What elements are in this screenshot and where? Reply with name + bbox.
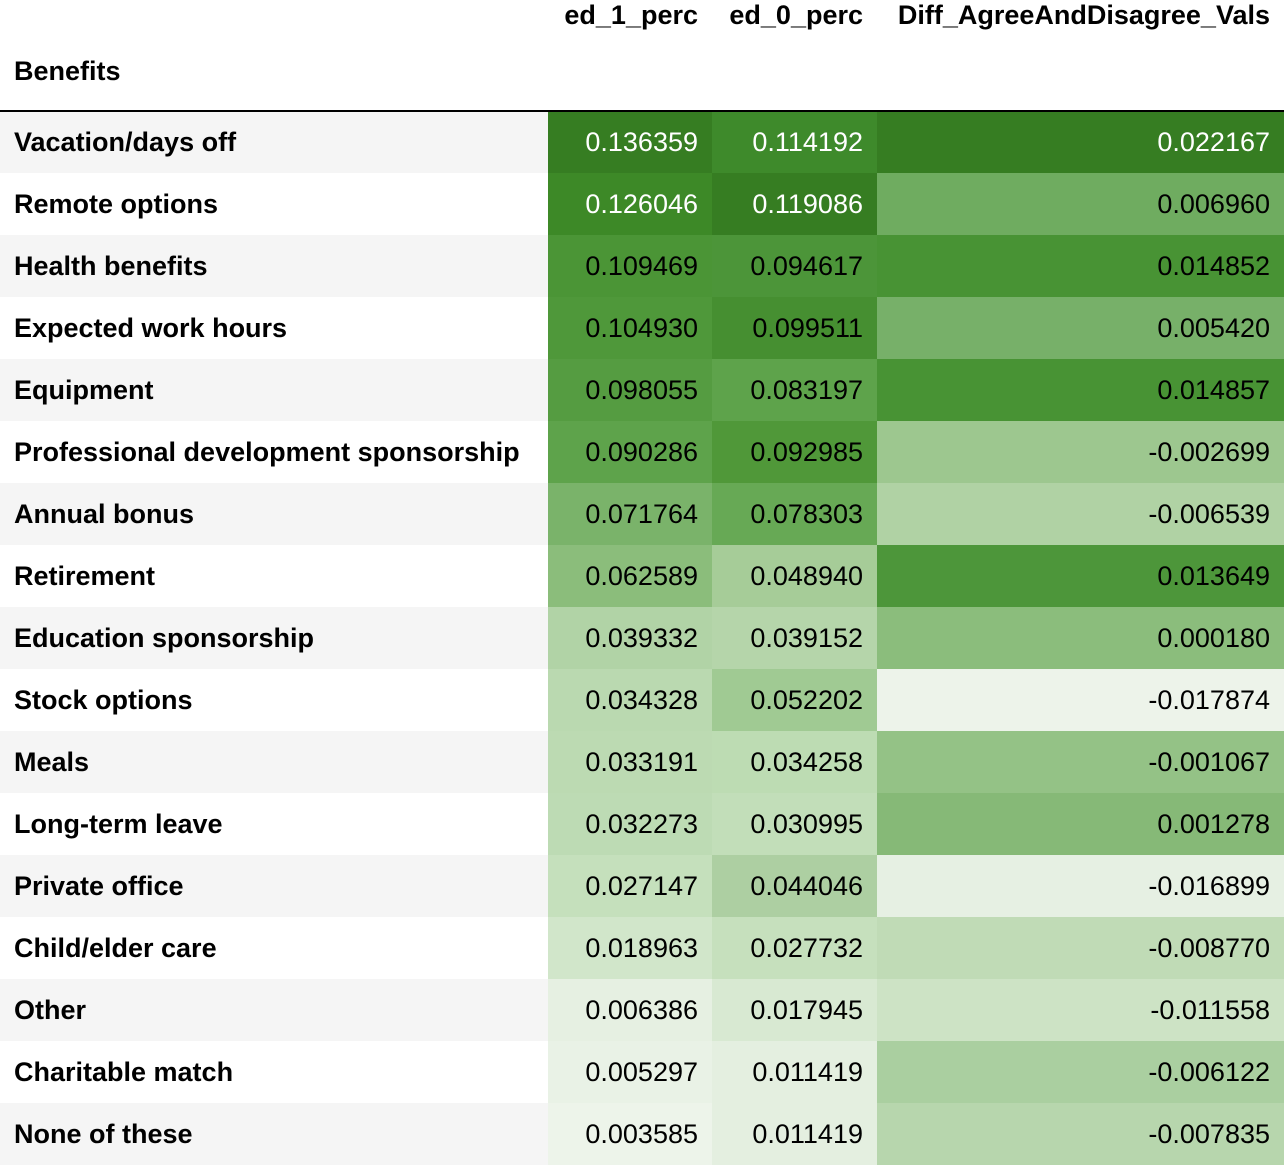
index-header-row: Benefits bbox=[0, 38, 1284, 112]
row-label: Child/elder care bbox=[0, 917, 548, 979]
row-label: Health benefits bbox=[0, 235, 548, 297]
cell-ed-1-perc: 0.034328 bbox=[548, 669, 712, 731]
table-row: Other 0.006386 0.017945 -0.011558 bbox=[0, 979, 1284, 1041]
table-row: Charitable match 0.005297 0.011419 -0.00612… bbox=[0, 1041, 1284, 1103]
table-row: Annual bonus 0.071764 0.078303 -0.006539 bbox=[0, 483, 1284, 545]
row-label: Meals bbox=[0, 731, 548, 793]
cell-diff: -0.008770 bbox=[877, 917, 1284, 979]
cell-diff: -0.006539 bbox=[877, 483, 1284, 545]
row-label: Private office bbox=[0, 855, 548, 917]
cell-ed-1-perc: 0.136359 bbox=[548, 111, 712, 173]
column-header-ed-0-perc: ed_0_perc bbox=[729, 0, 863, 30]
cell-ed-1-perc: 0.027147 bbox=[548, 855, 712, 917]
cell-ed-0-perc: 0.044046 bbox=[712, 855, 877, 917]
cell-ed-0-perc: 0.017945 bbox=[712, 979, 877, 1041]
row-label: Equipment bbox=[0, 359, 548, 421]
row-label: Remote options bbox=[0, 173, 548, 235]
cell-diff: 0.006960 bbox=[877, 173, 1284, 235]
row-label: Other bbox=[0, 979, 548, 1041]
row-label: Charitable match bbox=[0, 1041, 548, 1103]
cell-diff: -0.006122 bbox=[877, 1041, 1284, 1103]
cell-ed-1-perc: 0.006386 bbox=[548, 979, 712, 1041]
table-row: Child/elder care 0.018963 0.027732 -0.00877… bbox=[0, 917, 1284, 979]
row-label: Vacation/days off bbox=[0, 111, 548, 173]
cell-ed-1-perc: 0.039332 bbox=[548, 607, 712, 669]
cell-ed-0-perc: 0.092985 bbox=[712, 421, 877, 483]
blank-header-cell bbox=[548, 38, 712, 112]
cell-diff: -0.001067 bbox=[877, 731, 1284, 793]
table-row: Long-term leave 0.032273 0.030995 0.001278 bbox=[0, 793, 1284, 855]
cell-ed-0-perc: 0.011419 bbox=[712, 1103, 877, 1165]
table-row: Vacation/days off 0.136359 0.114192 0.02216… bbox=[0, 111, 1284, 173]
cell-ed-1-perc: 0.090286 bbox=[548, 421, 712, 483]
table-row: Meals 0.033191 0.034258 -0.001067 bbox=[0, 731, 1284, 793]
row-label: Professional development sponsorship bbox=[0, 421, 548, 483]
cell-diff: 0.000180 bbox=[877, 607, 1284, 669]
row-label: Retirement bbox=[0, 545, 548, 607]
blank-header-cell bbox=[877, 38, 1284, 112]
column-header-diff: Diff_AgreeAndDisagree_Vals bbox=[897, 0, 1270, 30]
cell-ed-1-perc: 0.104930 bbox=[548, 297, 712, 359]
cell-ed-0-perc: 0.039152 bbox=[712, 607, 877, 669]
cell-ed-0-perc: 0.048940 bbox=[712, 545, 877, 607]
cell-ed-0-perc: 0.083197 bbox=[712, 359, 877, 421]
row-label: Stock options bbox=[0, 669, 548, 731]
table-row: Retirement 0.062589 0.048940 0.013649 bbox=[0, 545, 1284, 607]
cell-ed-0-perc: 0.099511 bbox=[712, 297, 877, 359]
table-row: Expected work hours 0.104930 0.099511 0.005… bbox=[0, 297, 1284, 359]
table-row: Equipment 0.098055 0.083197 0.014857 bbox=[0, 359, 1284, 421]
cell-ed-1-perc: 0.062589 bbox=[548, 545, 712, 607]
cell-ed-0-perc: 0.078303 bbox=[712, 483, 877, 545]
table-body: Vacation/days off 0.136359 0.114192 0.02216… bbox=[0, 111, 1284, 1165]
blank-header-cell bbox=[712, 38, 877, 112]
cell-ed-0-perc: 0.027732 bbox=[712, 917, 877, 979]
cell-ed-1-perc: 0.098055 bbox=[548, 359, 712, 421]
cell-diff: 0.014852 bbox=[877, 235, 1284, 297]
cell-ed-1-perc: 0.071764 bbox=[548, 483, 712, 545]
row-label: Long-term leave bbox=[0, 793, 548, 855]
row-label: Education sponsorship bbox=[0, 607, 548, 669]
cell-ed-0-perc: 0.011419 bbox=[712, 1041, 877, 1103]
cell-diff: -0.002699 bbox=[877, 421, 1284, 483]
index-name-header: Benefits bbox=[0, 38, 548, 112]
cell-diff: 0.013649 bbox=[877, 545, 1284, 607]
cell-diff: -0.011558 bbox=[877, 979, 1284, 1041]
cell-diff: 0.014857 bbox=[877, 359, 1284, 421]
cell-ed-0-perc: 0.034258 bbox=[712, 731, 877, 793]
cell-ed-0-perc: 0.052202 bbox=[712, 669, 877, 731]
row-label: None of these bbox=[0, 1103, 548, 1165]
cell-ed-1-perc: 0.018963 bbox=[548, 917, 712, 979]
cell-ed-1-perc: 0.126046 bbox=[548, 173, 712, 235]
cell-ed-0-perc: 0.094617 bbox=[712, 235, 877, 297]
table-row: Remote options 0.126046 0.119086 0.006960 bbox=[0, 173, 1284, 235]
cell-ed-1-perc: 0.003585 bbox=[548, 1103, 712, 1165]
cell-diff: -0.007835 bbox=[877, 1103, 1284, 1165]
row-label: Expected work hours bbox=[0, 297, 548, 359]
cell-ed-1-perc: 0.109469 bbox=[548, 235, 712, 297]
cell-diff: -0.017874 bbox=[877, 669, 1284, 731]
row-label: Annual bonus bbox=[0, 483, 548, 545]
cell-ed-1-perc: 0.005297 bbox=[548, 1041, 712, 1103]
cell-ed-0-perc: 0.030995 bbox=[712, 793, 877, 855]
table-row: Professional development sponsorship 0.09… bbox=[0, 421, 1284, 483]
cell-ed-1-perc: 0.033191 bbox=[548, 731, 712, 793]
column-header-row: ed_1_perc ed_0_perc Diff_AgreeAndDisagre… bbox=[0, 0, 1284, 38]
table-row: Stock options 0.034328 0.052202 -0.017874 bbox=[0, 669, 1284, 731]
cell-diff: -0.016899 bbox=[877, 855, 1284, 917]
cell-ed-0-perc: 0.119086 bbox=[712, 173, 877, 235]
table-row: Health benefits 0.109469 0.094617 0.014852 bbox=[0, 235, 1284, 297]
cell-diff: 0.005420 bbox=[877, 297, 1284, 359]
cell-diff: 0.001278 bbox=[877, 793, 1284, 855]
table-row: Education sponsorship 0.039332 0.039152 0.0… bbox=[0, 607, 1284, 669]
table-row: Private office 0.027147 0.044046 -0.016899 bbox=[0, 855, 1284, 917]
table-row: None of these 0.003585 0.011419 -0.007835 bbox=[0, 1103, 1284, 1165]
blank-header-cell bbox=[0, 0, 548, 38]
cell-ed-1-perc: 0.032273 bbox=[548, 793, 712, 855]
cell-ed-0-perc: 0.114192 bbox=[712, 111, 877, 173]
column-header-ed-1-perc: ed_1_perc bbox=[564, 0, 698, 30]
cell-diff: 0.022167 bbox=[877, 111, 1284, 173]
